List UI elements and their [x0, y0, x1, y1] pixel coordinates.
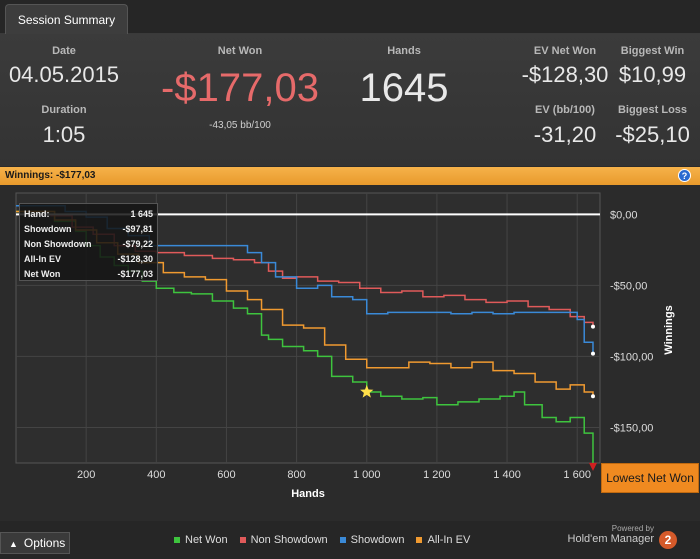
legend-swatch — [174, 537, 180, 543]
net-won-value: -$177,03 — [161, 66, 319, 110]
ev-bb100-value: -31,20 — [533, 122, 597, 147]
star-icon — [360, 384, 374, 398]
hem2-logo: 2 — [659, 531, 677, 549]
x-tick-label: 600 — [217, 469, 235, 481]
date-value: 04.05.2015 — [8, 62, 120, 87]
ev-net-won-value: -$128,30 — [521, 62, 609, 87]
biggest-loss-label: Biggest Loss — [617, 104, 688, 116]
tooltip-row-non-showdown: Non Showdown -$79,22 — [24, 239, 153, 249]
y-tick-label: $0,00 — [610, 209, 638, 221]
x-tick-label: 1 600 — [563, 469, 591, 481]
product-name: Hold'em Manager — [567, 533, 654, 545]
lowest-point-marker — [588, 462, 597, 471]
session-summary-panel: Date 04.05.2015 Duration 1:05 Net Won -$… — [0, 34, 700, 166]
powered-by: Powered by Hold'em Manager — [559, 524, 654, 545]
winnings-value: -$177,03 — [56, 170, 96, 181]
x-tick-label: 800 — [287, 469, 305, 481]
net-won-label: Net Won — [217, 45, 263, 57]
biggest-win-value: $10,99 — [618, 62, 687, 87]
legend-item[interactable]: Net Won — [174, 534, 228, 546]
hands-value: 1645 — [359, 66, 449, 110]
x-tick-label: 200 — [77, 469, 95, 481]
legend-label: Non Showdown — [250, 534, 328, 546]
net-won-bb100: -43,05 bb/100 — [209, 120, 271, 131]
series-endpoint — [590, 324, 595, 329]
tab-bar: Session Summary — [0, 0, 700, 34]
legend-label: All-In EV — [427, 534, 471, 546]
legend-swatch — [339, 537, 346, 543]
y-axis-label: Winnings — [663, 305, 675, 354]
series-endpoint — [590, 394, 595, 399]
duration-label: Duration — [41, 104, 87, 116]
options-label: Options — [23, 536, 66, 550]
x-axis-label: Hands — [291, 488, 325, 500]
legend-item[interactable]: All-In EV — [416, 534, 470, 546]
lowest-net-won-button[interactable]: Lowest Net Won — [601, 463, 699, 493]
chevron-up-icon: ▲ — [9, 539, 18, 549]
y-tick-label: -$50,00 — [610, 280, 647, 292]
series-endpoint — [590, 351, 595, 356]
x-tick-label: 1 000 — [353, 469, 381, 481]
hand-tooltip: Hand: 1 645 Showdown -$97,81 Non Showdown -… — [19, 203, 158, 281]
x-tick-label: 1 400 — [493, 469, 521, 481]
biggest-loss-value: -$25,10 — [615, 122, 690, 147]
options-button[interactable]: ▲ Options — [0, 532, 70, 554]
legend-item[interactable]: Showdown — [339, 534, 405, 546]
legend-item[interactable]: Non Showdown — [239, 534, 328, 546]
y-tick-label: -$100,00 — [610, 351, 653, 363]
legend-swatch — [239, 537, 246, 543]
footer-bar: ▲ Options Net Won Non Showdown Showdown All-… — [0, 521, 700, 559]
tooltip-row-net-won: Net Won -$177,03 — [24, 269, 153, 279]
x-tick-label: 400 — [147, 469, 165, 481]
legend-swatch — [416, 537, 423, 543]
legend-label: Showdown — [350, 534, 405, 546]
tooltip-row-all-in-ev: All-In EV -$128,30 — [24, 254, 153, 264]
tooltip-row-hand: Hand: 1 645 — [24, 209, 153, 219]
tab-session-summary[interactable]: Session Summary — [5, 4, 128, 34]
ev-bb100-label: EV (bb/100) — [535, 104, 595, 116]
legend-label: Net Won — [185, 534, 228, 546]
biggest-win-label: Biggest Win — [620, 45, 685, 57]
powered-by-label: Powered by — [611, 524, 654, 533]
winnings-bar: Winnings: -$177,03 ? — [0, 167, 700, 185]
tooltip-row-showdown: Showdown -$97,81 — [24, 224, 153, 234]
question-icon[interactable]: ? — [678, 169, 691, 182]
ev-net-won-label: EV Net Won — [533, 45, 597, 57]
chart-legend: Net Won Non Showdown Showdown All-In EV — [174, 534, 470, 546]
y-tick-label: -$150,00 — [610, 422, 653, 434]
date-label: Date — [52, 45, 76, 57]
hands-label: Hands — [387, 45, 421, 57]
duration-value: 1:05 — [42, 122, 86, 147]
winnings-label: Winnings: — [5, 170, 54, 181]
x-tick-label: 1 200 — [423, 469, 451, 481]
